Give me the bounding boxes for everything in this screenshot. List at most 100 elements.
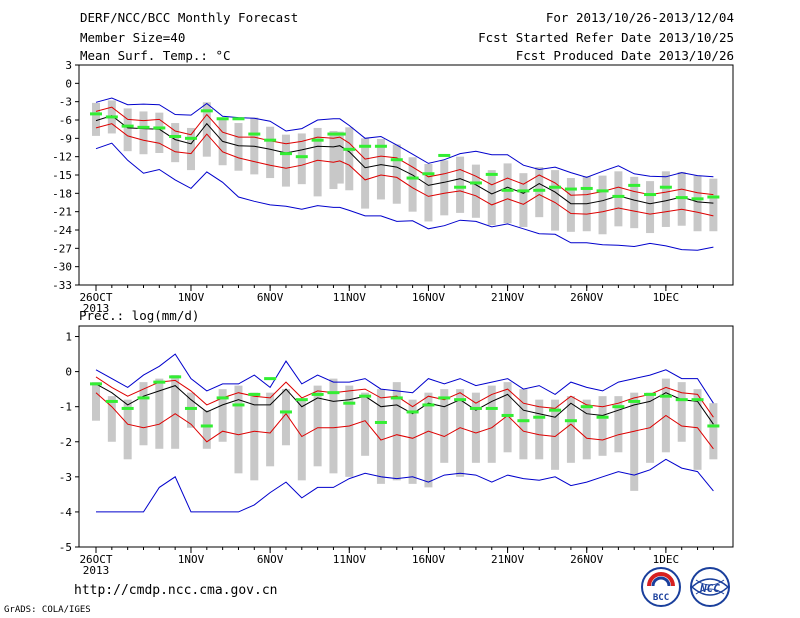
prec-y-tick-label: 0: [65, 366, 72, 379]
prec-x-tick-label: 1DEC: [653, 553, 680, 566]
source-url[interactable]: http://cmdp.ncc.cma.gov.cn: [74, 583, 278, 598]
temp-y-tick-label: -6: [59, 114, 72, 127]
produced-date-label: Fcst Produced Date 2013/10/26: [515, 48, 734, 63]
prec-spread-box: [313, 385, 322, 467]
temp-y-tick-label: -9: [59, 132, 72, 145]
temp-climatology-marker: [612, 194, 625, 198]
temp-spread-box: [171, 123, 180, 163]
prec-spread-box: [266, 392, 275, 467]
temp-spread-box: [297, 133, 306, 185]
temp-spread-box: [535, 167, 544, 218]
temp-spread-box: [424, 164, 433, 222]
prec-x-tick-label: 21NOV: [491, 553, 524, 566]
temp-climatology-marker: [264, 138, 277, 142]
bcc-logo-text: BCC: [653, 593, 669, 603]
prec-spread-box: [582, 399, 591, 460]
temp-y-tick-label: 3: [65, 59, 72, 72]
ncc-logo-text: NCC: [699, 582, 720, 595]
prec-y-tick-label: -4: [59, 506, 73, 519]
prec-spread-box: [329, 378, 338, 474]
prec-x-tick-label: 1NOV: [178, 553, 205, 566]
temp-spread-box: [471, 164, 480, 218]
prec-climatology-marker: [517, 419, 530, 423]
prec-spread-box: [234, 385, 243, 474]
prec-spread-box: [250, 392, 259, 481]
prec-climatology-marker: [644, 392, 657, 396]
temp-x-tick-label: 6NOV: [257, 291, 284, 304]
temp-x-tick-label: 26OCT: [79, 291, 112, 304]
grads-credit: GrADS: COLA/IGES: [4, 605, 91, 615]
chart-title: DERF/NCC/BCC Monthly Forecast: [80, 10, 299, 25]
temp-spread-box: [361, 138, 370, 209]
temp-y-tick-label: -12: [52, 151, 72, 164]
prec-climatology-marker: [90, 382, 102, 386]
temp-spread-box: [392, 144, 401, 204]
prec-climatology-marker: [216, 396, 229, 400]
temp-climatology-marker: [438, 153, 451, 157]
prec-spread-box: [519, 389, 528, 460]
temp-climatology-marker: [295, 155, 308, 159]
prec-climatology-marker: [184, 406, 197, 410]
prec-spread-box: [376, 389, 385, 484]
temp-x-tick-label: 11NOV: [333, 291, 366, 304]
temp-x-tick-label: 1NOV: [178, 291, 205, 304]
prec-mean-line: [95, 383, 714, 425]
temp-climatology-marker: [675, 196, 688, 200]
temp-spread-box: [335, 131, 344, 184]
prec-climatology-marker: [248, 392, 261, 396]
temp-spread-box: [598, 175, 607, 235]
prec-max-line: [95, 353, 714, 404]
prec-climatology-marker: [311, 392, 324, 396]
prec-spread-box: [92, 382, 100, 421]
temp-spread-box: [487, 170, 496, 226]
prec-climatology-marker: [454, 398, 467, 402]
prec-spread-box: [456, 389, 465, 477]
temp-spread-box: [266, 126, 275, 179]
prec-climatology-marker: [533, 415, 546, 419]
prec-climatology-marker: [200, 424, 213, 428]
temp-climatology-marker: [454, 185, 467, 189]
prec-spread-box: [186, 392, 195, 428]
prec-spread-box: [677, 382, 686, 442]
prec-spread-box: [709, 403, 718, 460]
prec-spread-box: [566, 396, 575, 463]
temp-y-tick-label: -30: [52, 261, 72, 274]
temp-spread-box: [234, 123, 243, 171]
temp-climatology-marker: [406, 176, 419, 180]
temp-spread-box: [329, 131, 338, 190]
temp-climatology-marker: [232, 117, 245, 121]
prec-climatology-marker: [596, 415, 609, 419]
temp-y-tick-label: 0: [65, 77, 72, 90]
temp-climatology-marker: [105, 115, 118, 119]
prec-spread-box: [107, 396, 116, 442]
temp-climatology-marker: [333, 132, 346, 136]
temp-y-tick-label: -21: [52, 206, 72, 219]
prec-climatology-marker: [707, 424, 720, 428]
prec-spread-box: [297, 399, 306, 481]
prec-climatology-marker: [469, 406, 482, 410]
prec-climatology-marker: [279, 410, 292, 414]
prec-spread-box: [361, 392, 370, 456]
prec-plot-frame: [78, 325, 734, 548]
temp-climatology-marker: [390, 158, 403, 162]
variable-label: Mean Surf. Temp.: °C: [80, 48, 231, 63]
temp-y-tick-label: -3: [59, 96, 72, 109]
temp-spread-box: [155, 112, 164, 153]
temp-y-tick-label: -15: [52, 169, 72, 182]
temp-y-tick-label: -27: [52, 242, 72, 255]
prec-y-tick-label: 1: [65, 331, 72, 344]
temp-climatology-marker: [501, 188, 514, 192]
prec-lower-spread-line: [95, 392, 714, 450]
temp-climatology-marker: [137, 125, 150, 129]
prec-chart: 1 0 -1 -2 -3 -4 -5 26OCT 1NOV 6NOV 11NOV 16NOV 21NOV…: [59, 308, 734, 577]
ncc-logo: NCC: [690, 567, 730, 607]
prec-spread-box: [630, 392, 639, 491]
prec-spread-box: [693, 389, 702, 470]
prec-climatology-marker: [612, 405, 625, 409]
temp-spread-box: [566, 178, 575, 232]
temp-spread-box: [218, 119, 227, 166]
temp-spread-box: [614, 171, 623, 227]
temp-spread-box: [123, 108, 132, 152]
temp-climatology-marker: [216, 117, 229, 121]
prec-spread-box: [155, 378, 164, 449]
